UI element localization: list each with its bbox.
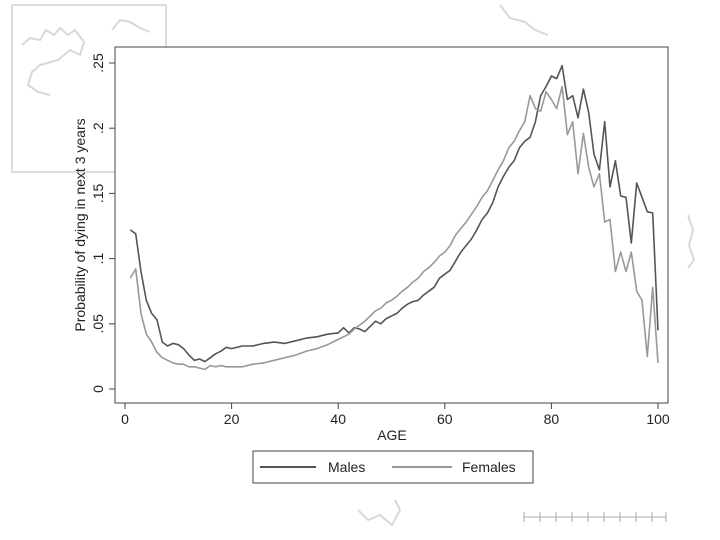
y-axis: 0 .05 .1 .15 .2 .25 [90, 53, 115, 393]
y-tick-label: .05 [90, 314, 106, 334]
background-scale-bar [523, 512, 667, 522]
background-map-outline [21, 26, 86, 96]
y-tick-label: .1 [90, 253, 106, 265]
y-tick-label: 0 [90, 385, 106, 393]
x-tick-label: 80 [544, 411, 560, 427]
background-island-right [687, 214, 696, 269]
background-island-top [499, 4, 549, 36]
legend: Males Females [252, 450, 534, 484]
series-line-males [129, 64, 659, 363]
y-axis-title: Probability of dying in next 3 years [72, 118, 88, 331]
y-tick-label: .25 [90, 53, 106, 73]
plot-area [114, 46, 669, 404]
series-line-females [129, 85, 659, 371]
background-map-outline-2 [111, 18, 151, 33]
legend-label-males: Males [328, 459, 365, 475]
x-axis: 0 20 40 60 80 100 [121, 403, 670, 427]
background-island-bottom [357, 499, 402, 527]
x-tick-label: 40 [330, 411, 346, 427]
x-tick-label: 20 [224, 411, 240, 427]
y-tick-label: .2 [90, 122, 106, 134]
x-axis-title: AGE [377, 427, 407, 443]
x-tick-label: 100 [646, 411, 670, 427]
legend-label-females: Females [462, 459, 516, 475]
x-tick-label: 0 [121, 411, 129, 427]
x-tick-label: 60 [437, 411, 453, 427]
series-layer [129, 64, 659, 371]
y-tick-label: .15 [90, 183, 106, 203]
